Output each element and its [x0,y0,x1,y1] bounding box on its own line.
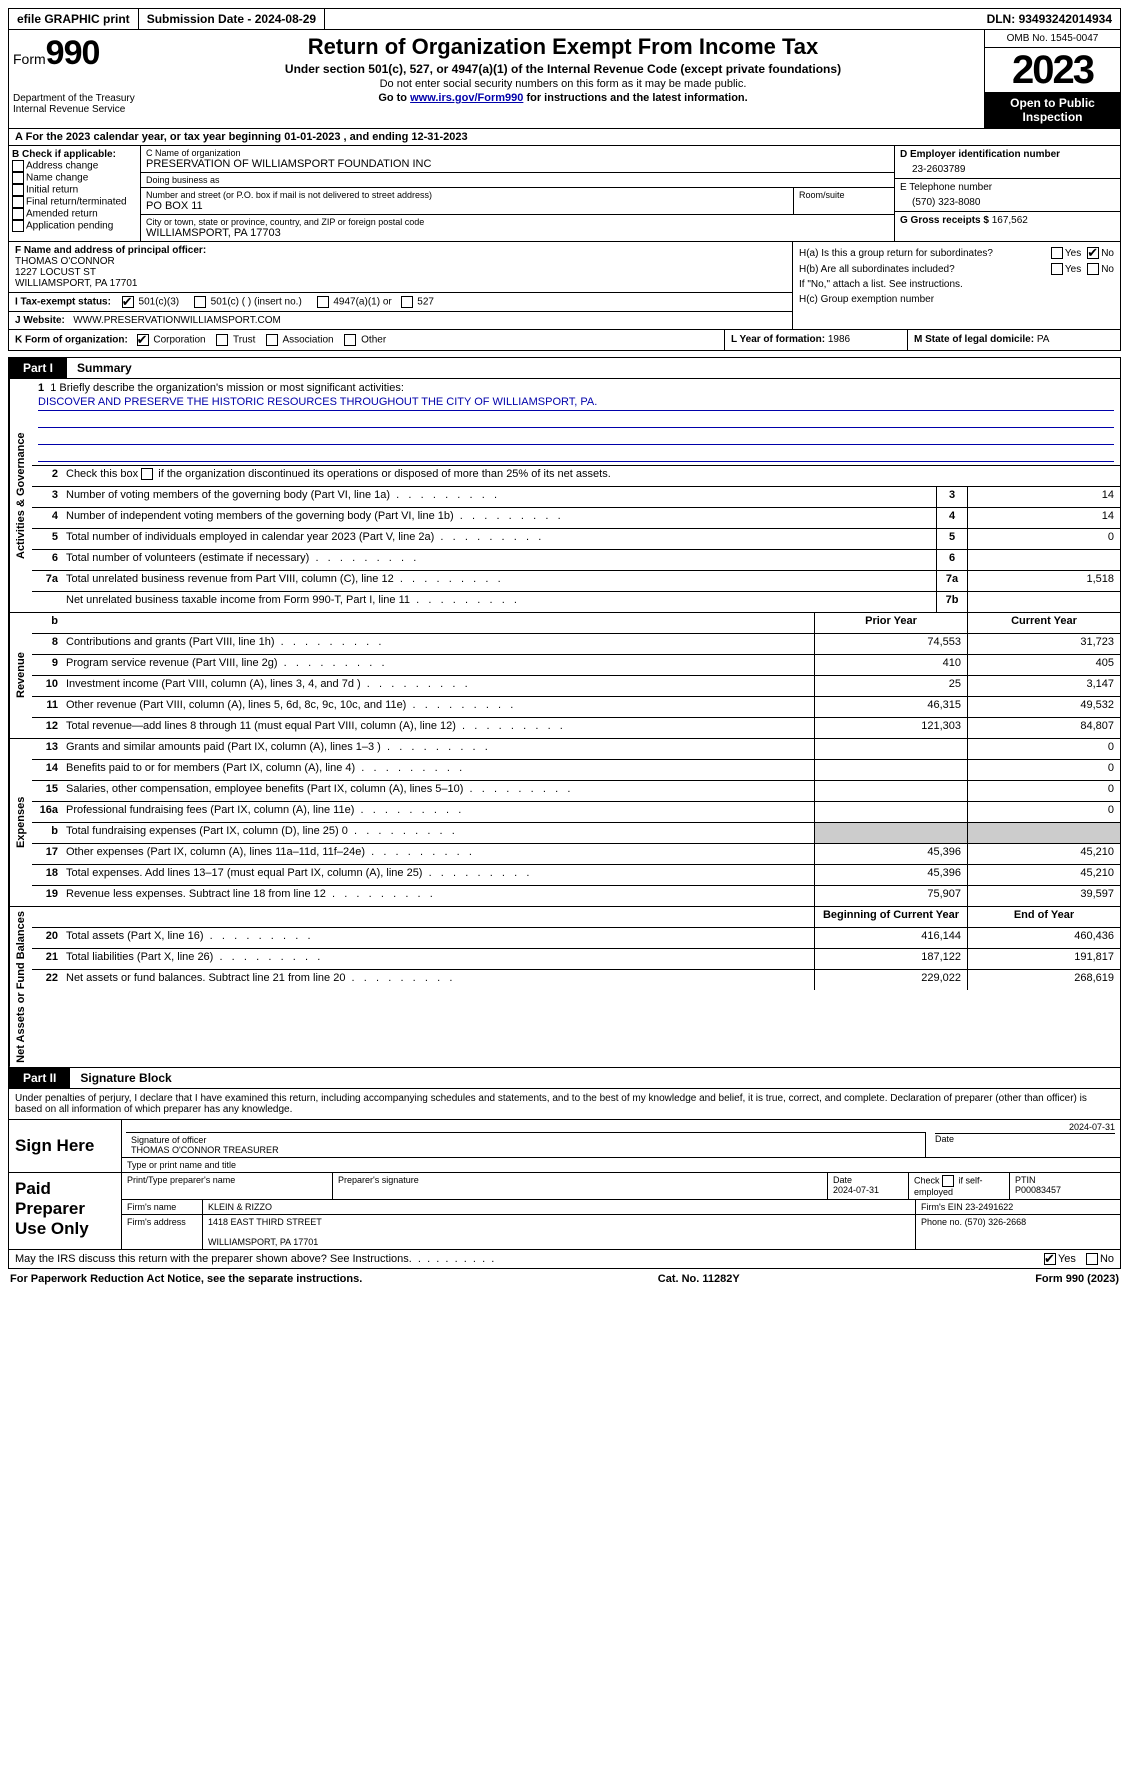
table-row: 18Total expenses. Add lines 13–17 (must … [32,865,1120,886]
table-row: 15Salaries, other compensation, employee… [32,781,1120,802]
governance-section: Activities & Governance 1 1 Briefly desc… [8,379,1121,613]
table-row: 17Other expenses (Part IX, column (A), l… [32,844,1120,865]
box-m: M State of legal domicile: PA [907,330,1120,350]
paid-preparer: Paid Preparer Use Only Print/Type prepar… [8,1173,1121,1250]
telephone: (570) 323-8080 [900,193,1115,208]
table-row: 16aProfessional fundraising fees (Part I… [32,802,1120,823]
table-row: 5Total number of individuals employed in… [32,529,1120,550]
gross-receipts: 167,562 [992,215,1028,226]
tax-year: 2023 [985,48,1120,92]
mission: 1 1 Briefly describe the organization's … [32,379,1120,466]
table-row: 22Net assets or fund balances. Subtract … [32,970,1120,990]
vtab-revenue: Revenue [9,613,32,738]
table-row: 11Other revenue (Part VIII, column (A), … [32,697,1120,718]
submission-date: Submission Date - 2024-08-29 [139,9,325,29]
table-row: 10Investment income (Part VIII, column (… [32,676,1120,697]
box-h: H(a) Is this a group return for subordin… [793,242,1120,329]
row-a-period: A For the 2023 calendar year, or tax yea… [8,129,1121,146]
dept-line: Department of the Treasury Internal Reve… [13,93,138,115]
box-k: K Form of organization: Corporation Trus… [9,330,724,350]
row-klm: K Form of organization: Corporation Trus… [8,330,1121,351]
netassets-section: Net Assets or Fund Balances Beginning of… [8,907,1121,1068]
org-street: PO BOX 11 [146,200,788,212]
box-d: D Employer identification number 23-2603… [894,146,1120,241]
box-i: I Tax-exempt status: 501(c)(3) 501(c) ( … [9,293,792,312]
topbar: efile GRAPHIC print Submission Date - 20… [8,8,1121,30]
vtab-expenses: Expenses [9,739,32,906]
table-row: 13Grants and similar amounts paid (Part … [32,739,1120,760]
dln: DLN: 93493242014934 [979,9,1120,29]
part2-header: Part II Signature Block [8,1068,1121,1089]
table-row: 4Number of independent voting members of… [32,508,1120,529]
box-b: B Check if applicable: Address change Na… [9,146,141,241]
form990-link[interactable]: www.irs.gov/Form990 [410,92,523,104]
box-c: C Name of organization PRESERVATION OF W… [141,146,894,241]
table-row: Net unrelated business taxable income fr… [32,592,1120,612]
table-row: 8Contributions and grants (Part VIII, li… [32,634,1120,655]
website: WWW.PRESERVATIONWILLIAMSPORT.COM [73,315,281,326]
sign-here: Sign Here Signature of officer THOMAS O'… [8,1120,1121,1173]
table-row: 9Program service revenue (Part VIII, lin… [32,655,1120,676]
table-row: 14Benefits paid to or for members (Part … [32,760,1120,781]
table-row: 12Total revenue—add lines 8 through 11 (… [32,718,1120,738]
box-l: L Year of formation: 1986 [724,330,907,350]
form-number: Form990 [13,34,138,73]
table-row: bTotal fundraising expenses (Part IX, co… [32,823,1120,844]
form-title: Return of Organization Exempt From Incom… [150,34,976,60]
table-row: 3Number of voting members of the governi… [32,487,1120,508]
ein: 23-2603789 [900,160,1115,175]
footer: For Paperwork Reduction Act Notice, see … [8,1269,1121,1289]
subtitle-2: Do not enter social security numbers on … [150,78,976,90]
revenue-section: Revenue b Prior Year Current Year 8Contr… [8,613,1121,739]
org-name: PRESERVATION OF WILLIAMSPORT FOUNDATION … [146,158,889,170]
subtitle-1: Under section 501(c), 527, or 4947(a)(1)… [150,62,976,76]
org-city: WILLIAMSPORT, PA 17703 [146,227,889,239]
vtab-netassets: Net Assets or Fund Balances [9,907,32,1067]
form-header: Form990 Department of the Treasury Inter… [8,30,1121,129]
vtab-governance: Activities & Governance [9,379,32,612]
omb-number: OMB No. 1545-0047 [985,30,1120,48]
table-row: 19Revenue less expenses. Subtract line 1… [32,886,1120,906]
table-row: 7aTotal unrelated business revenue from … [32,571,1120,592]
box-f: F Name and address of principal officer:… [9,242,792,293]
table-row: 20Total assets (Part X, line 16) 416,144… [32,928,1120,949]
table-row: 6Total number of volunteers (estimate if… [32,550,1120,571]
entity-block: B Check if applicable: Address change Na… [8,146,1121,242]
expenses-section: Expenses 13Grants and similar amounts pa… [8,739,1121,907]
public-inspection: Open to Public Inspection [985,92,1120,128]
box-j: J Website: WWW.PRESERVATIONWILLIAMSPORT.… [9,312,792,329]
table-row: 21Total liabilities (Part X, line 26) 18… [32,949,1120,970]
subtitle-3: Go to www.irs.gov/Form990 for instructio… [150,92,976,104]
efile-label: efile GRAPHIC print [9,9,139,29]
may-irs-discuss: May the IRS discuss this return with the… [8,1250,1121,1269]
perjury-text: Under penalties of perjury, I declare th… [8,1089,1121,1120]
lower-block: F Name and address of principal officer:… [8,242,1121,330]
part1-header: Part I Summary [8,357,1121,379]
